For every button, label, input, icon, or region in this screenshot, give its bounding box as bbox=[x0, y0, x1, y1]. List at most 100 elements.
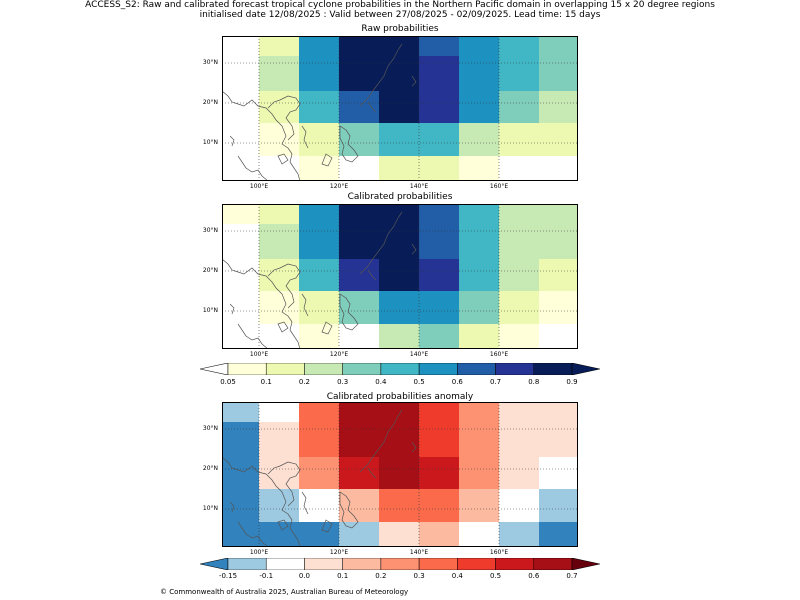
grid-cell bbox=[459, 36, 499, 56]
grid-cell bbox=[539, 259, 578, 291]
coastline-segment-8 bbox=[411, 441, 417, 453]
grid-cell bbox=[499, 259, 539, 291]
coastline-segment-9 bbox=[229, 135, 235, 147]
coastline-segment-5 bbox=[321, 153, 333, 167]
lat-tick-label: 30°N bbox=[202, 425, 218, 432]
coastline-segment-6 bbox=[359, 43, 403, 107]
grid-cell bbox=[379, 156, 419, 181]
grid-cell bbox=[419, 156, 459, 181]
grid-cell bbox=[339, 123, 379, 156]
panel-title-calibrated: Calibrated probabilities bbox=[347, 192, 453, 202]
grid-cell bbox=[379, 56, 419, 91]
colorbar-anomaly bbox=[200, 558, 600, 570]
grid-cell bbox=[222, 291, 259, 324]
coastline-segment-3 bbox=[301, 125, 309, 149]
grid-cell bbox=[499, 224, 539, 259]
grid-cell bbox=[379, 291, 419, 324]
coastline-segment-2 bbox=[237, 323, 269, 349]
coastline-segment-2 bbox=[237, 521, 269, 547]
map-raw bbox=[222, 36, 578, 181]
colorbar-segment bbox=[495, 558, 535, 570]
grid-cell bbox=[459, 291, 499, 324]
grid-cell bbox=[499, 123, 539, 156]
colorbar-extend-max bbox=[571, 363, 600, 375]
colorbar-tick-label: 0.2 bbox=[375, 572, 387, 580]
grid-cell bbox=[539, 291, 578, 324]
coastline-segment-5 bbox=[321, 519, 333, 533]
grid-cell bbox=[419, 457, 459, 489]
grid-cell bbox=[339, 156, 379, 181]
grid-cell bbox=[339, 36, 379, 56]
lon-tick-label: 120°E bbox=[329, 549, 349, 556]
grid-cell bbox=[379, 224, 419, 259]
grid-cell bbox=[539, 324, 578, 349]
grid-cell bbox=[379, 91, 419, 123]
grid-cell bbox=[419, 204, 459, 224]
grid-cell bbox=[339, 56, 379, 91]
grid-cell bbox=[299, 422, 339, 457]
grid-cell bbox=[539, 204, 578, 224]
colorbar-tick-label: 0.1 bbox=[260, 378, 272, 386]
grid-cell bbox=[539, 36, 578, 56]
grid-cell bbox=[259, 123, 299, 156]
grid-cell bbox=[339, 522, 379, 547]
grid-cell bbox=[419, 291, 459, 324]
colorbar-segment bbox=[380, 363, 420, 375]
grid-cell bbox=[379, 402, 419, 422]
grid-cell bbox=[459, 422, 499, 457]
grid-cell bbox=[379, 489, 419, 522]
lon-tick-label: 120°E bbox=[329, 183, 349, 190]
grid-cell bbox=[379, 422, 419, 457]
grid-cell bbox=[499, 91, 539, 123]
grid-cell bbox=[299, 489, 339, 522]
grid-cell bbox=[459, 91, 499, 123]
grid-cell bbox=[499, 402, 539, 422]
map-anomaly bbox=[222, 402, 578, 547]
colorbar-segment bbox=[533, 363, 573, 375]
grid-cell bbox=[499, 204, 539, 224]
grid-cell bbox=[459, 522, 499, 547]
colorbar-tick-label: 0.4 bbox=[375, 378, 387, 386]
colorbar-segment bbox=[457, 558, 496, 570]
colorbar-segment bbox=[457, 363, 496, 375]
coastline-segment-8 bbox=[411, 243, 417, 255]
grid-cell bbox=[379, 123, 419, 156]
lat-tick-label: 20°N bbox=[202, 99, 218, 106]
colorbar-tick-label: 0.0 bbox=[298, 572, 310, 580]
graticule bbox=[222, 36, 578, 181]
grid-cell bbox=[339, 402, 379, 422]
grid-cell bbox=[419, 259, 459, 291]
colorbar-segment bbox=[227, 363, 267, 375]
coastline-segment-6 bbox=[359, 211, 403, 275]
coastline-segment-10 bbox=[277, 153, 289, 165]
colorbar-segment bbox=[265, 558, 305, 570]
grid-cell bbox=[459, 402, 499, 422]
colorbar-segment bbox=[418, 363, 458, 375]
lon-tick-label: 140°E bbox=[409, 549, 429, 556]
colorbar-segment bbox=[418, 558, 458, 570]
coastline-segment-5 bbox=[321, 321, 333, 335]
grid-cell bbox=[419, 224, 459, 259]
colorbar-tick-label: 0.5 bbox=[413, 378, 425, 386]
grid-cell bbox=[339, 457, 379, 489]
grid-cell bbox=[299, 123, 339, 156]
lat-tick-label: 20°N bbox=[202, 267, 218, 274]
grid-cell bbox=[459, 259, 499, 291]
grid-cell bbox=[222, 422, 259, 457]
grid-cell bbox=[379, 259, 419, 291]
lon-tick-label: 140°E bbox=[409, 183, 429, 190]
figure-title-line1: ACCESS_S2: Raw and calibrated forecast t… bbox=[85, 0, 715, 10]
grid-cell bbox=[419, 522, 459, 547]
copyright-footer: © Commonwealth of Australia 2025, Austra… bbox=[160, 588, 409, 596]
grid-cell bbox=[499, 522, 539, 547]
coastline-segment-4 bbox=[339, 491, 359, 529]
grid-cell bbox=[222, 123, 259, 156]
grid-cell bbox=[379, 36, 419, 56]
coastline-segment-3 bbox=[301, 491, 309, 515]
grid-cell bbox=[499, 422, 539, 457]
lon-tick-label: 160°E bbox=[489, 183, 509, 190]
lat-tick-label: 20°N bbox=[202, 465, 218, 472]
grid-cell bbox=[299, 56, 339, 91]
grid-cell bbox=[499, 489, 539, 522]
grid-cell bbox=[259, 36, 299, 56]
